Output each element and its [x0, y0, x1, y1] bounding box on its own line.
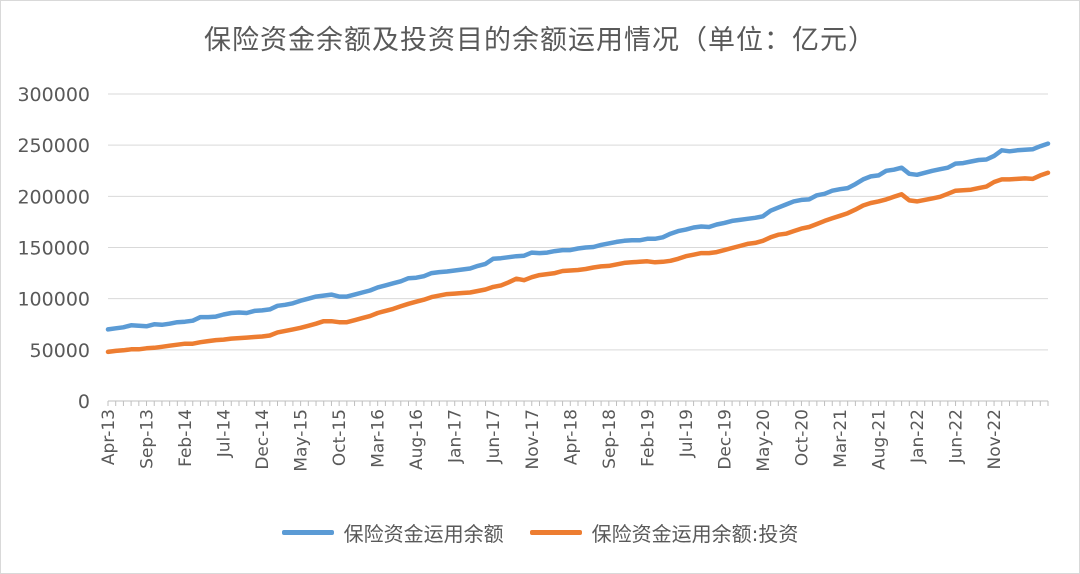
chart-title: 保险资金余额及投资目的余额运用情况（单位：亿元） [204, 25, 876, 56]
legend-label: 保险资金运用余额 [343, 522, 504, 546]
legend-swatch-blue [281, 530, 334, 535]
x-tick-label: Mar-21 [831, 409, 851, 468]
x-tick-label: Jan-17 [446, 409, 466, 464]
legend-item-investment-balance-invest[interactable]: 保险资金运用余额:投资 [529, 518, 799, 547]
x-tick-label: Jul-14 [215, 409, 235, 458]
series-line-investment-balance-invest [105, 170, 1051, 355]
legend-swatch-orange [529, 530, 582, 535]
x-tick-label: Aug-21 [869, 409, 889, 470]
x-tick-label: Apr-18 [561, 409, 581, 465]
x-tick-label: Jul-19 [677, 409, 697, 458]
x-tick-label: Feb-14 [176, 409, 196, 467]
y-tick-label: 250000 [17, 135, 90, 157]
x-tick-label: May-20 [754, 409, 774, 472]
x-tick-label: Apr-13 [99, 409, 119, 465]
x-tick-label: Jan-22 [908, 409, 928, 464]
legend-label: 保险资金运用余额:投资 [591, 522, 799, 546]
y-tick-label: 300000 [17, 84, 90, 106]
y-tick-label: 100000 [17, 289, 90, 311]
y-tick-label: 150000 [17, 238, 90, 260]
x-tick-label: Feb-19 [638, 409, 658, 467]
x-tick-label: Nov-22 [985, 409, 1005, 470]
x-tick-label: Mar-16 [369, 409, 389, 468]
x-tick-label: Sep-13 [138, 409, 158, 469]
y-tick-label: 0 [78, 391, 90, 413]
x-tick-label: May-15 [292, 409, 312, 472]
x-tick-label: Dec-14 [253, 409, 273, 470]
x-tick-label: Dec-19 [715, 409, 735, 470]
x-tick-label: Sep-18 [600, 409, 620, 469]
x-tick-label: Oct-15 [330, 409, 350, 466]
series-line-investment-balance [105, 141, 1051, 332]
x-tick-label: Nov-17 [523, 409, 543, 470]
x-tick-label: Oct-20 [792, 409, 812, 466]
x-tick-label: Jun-17 [484, 409, 504, 464]
x-tick-label: Jun-22 [947, 409, 967, 464]
chart-legend: 保险资金运用余额 保险资金运用余额:投资 [0, 518, 1080, 547]
x-tick-label: Aug-16 [407, 409, 427, 470]
legend-item-investment-balance[interactable]: 保险资金运用余额 [281, 518, 504, 547]
y-tick-label: 50000 [30, 340, 90, 362]
y-tick-label: 200000 [17, 186, 90, 208]
